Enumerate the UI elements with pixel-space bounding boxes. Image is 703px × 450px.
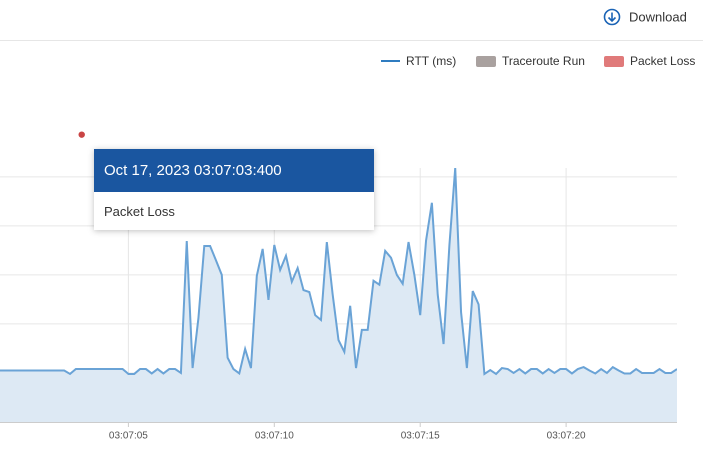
x-tick-label: 03:07:10	[255, 431, 294, 442]
rtt-line	[0, 167, 677, 376]
download-label[interactable]: Download	[629, 9, 687, 24]
legend-label: Traceroute Run	[502, 54, 585, 68]
download-icon	[603, 8, 621, 26]
x-tick-label: 03:07:20	[547, 431, 586, 442]
legend-swatch	[604, 56, 624, 67]
download-button[interactable]: Download	[603, 8, 687, 26]
legend-label: Packet Loss	[630, 54, 695, 68]
packet-loss-marker	[78, 131, 85, 138]
rtt-area	[0, 168, 677, 422]
legend-label: RTT (ms)	[406, 54, 456, 68]
x-tick-label: 03:07:05	[109, 431, 148, 442]
plot	[0, 167, 677, 422]
download-arrow	[607, 12, 617, 23]
x-tick-label: 03:07:15	[401, 431, 440, 442]
tooltip-text: Packet Loss	[104, 204, 175, 219]
legend-swatch	[476, 56, 496, 67]
tooltip-title: Oct 17, 2023 03:07:03:400	[94, 149, 374, 192]
tooltip: Oct 17, 2023 03:07:03:400 Packet Loss	[94, 149, 374, 230]
